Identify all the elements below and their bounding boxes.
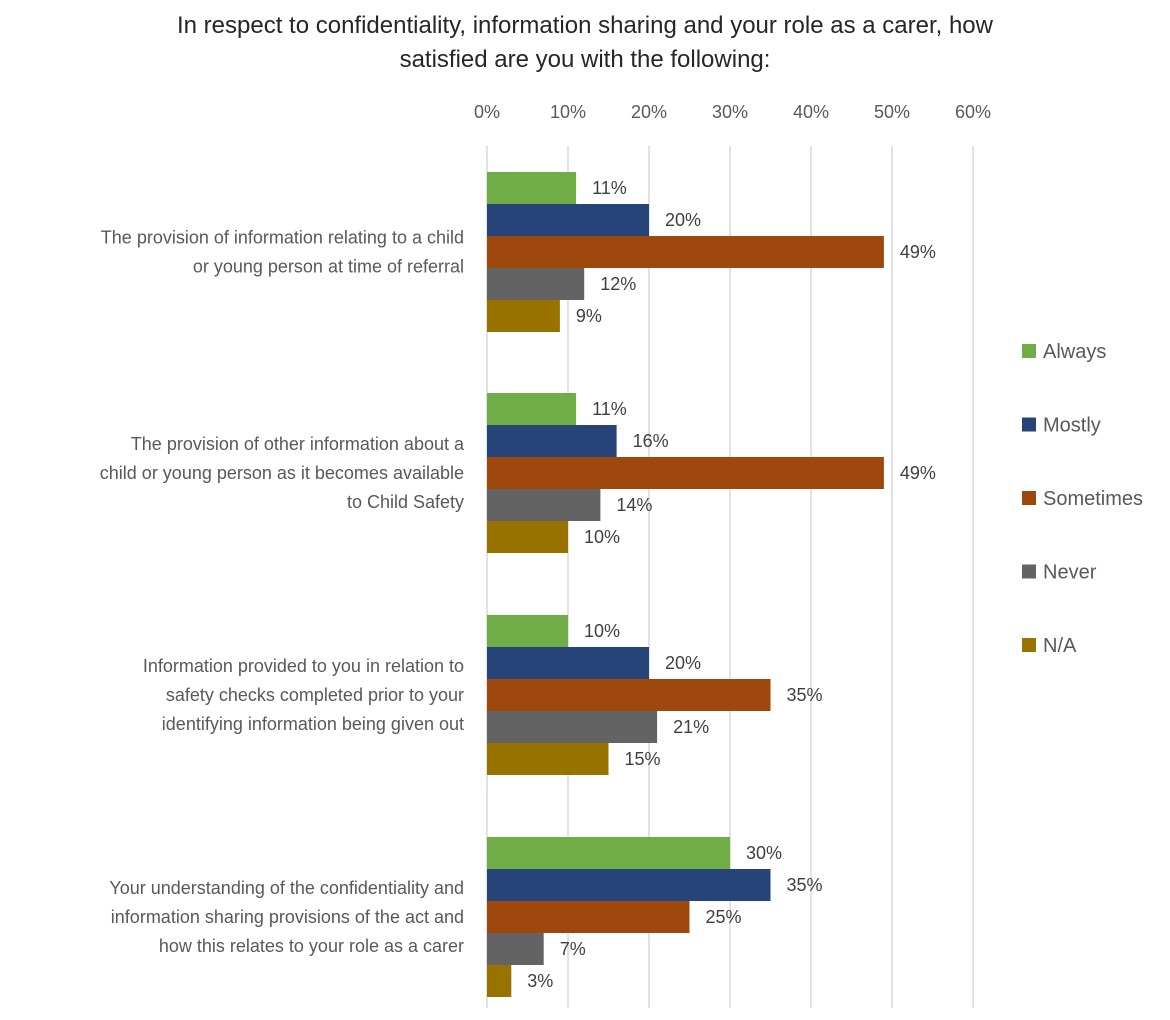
data-label: 49% xyxy=(900,242,936,262)
bar-never xyxy=(487,933,544,965)
category-label: Information provided to you in relation … xyxy=(143,656,464,676)
bar-sometimes xyxy=(487,901,690,933)
data-label: 11% xyxy=(592,399,627,419)
category-label: or young person at time of referral xyxy=(193,257,464,277)
x-tick-label: 20% xyxy=(631,102,667,122)
legend-swatch xyxy=(1022,417,1036,432)
bar-always xyxy=(487,837,730,869)
data-label: 20% xyxy=(665,653,701,673)
category-label: The provision of other information about… xyxy=(131,434,465,454)
bar-never xyxy=(487,489,601,521)
legend-swatch xyxy=(1022,564,1036,579)
legend-label: Always xyxy=(1043,341,1106,363)
bar-na xyxy=(487,743,609,775)
data-label: 35% xyxy=(787,875,823,895)
category-label: how this relates to your role as a carer xyxy=(159,936,464,956)
x-tick-label: 40% xyxy=(793,102,829,122)
bar-always xyxy=(487,615,568,647)
x-tick-label: 60% xyxy=(955,102,991,122)
data-label: 16% xyxy=(633,431,669,451)
category-label: child or young person as it becomes avai… xyxy=(100,463,464,483)
data-label: 11% xyxy=(592,178,627,198)
data-label: 10% xyxy=(584,621,620,641)
category-label: safety checks completed prior to your xyxy=(166,685,464,705)
legend-swatch xyxy=(1022,491,1036,505)
legend-swatch xyxy=(1022,638,1036,652)
data-label: 15% xyxy=(625,749,661,769)
data-label: 7% xyxy=(560,939,586,959)
data-label: 10% xyxy=(584,527,620,547)
bar-never xyxy=(487,268,585,300)
bar-sometimes xyxy=(487,236,884,268)
chart-title-line-1: In respect to confidentiality, informati… xyxy=(177,12,993,39)
bar-na xyxy=(487,965,512,997)
data-label: 49% xyxy=(900,463,936,483)
category-label: identifying information being given out xyxy=(162,714,464,734)
data-label: 35% xyxy=(787,685,823,705)
data-label: 20% xyxy=(665,210,701,230)
bar-mostly xyxy=(487,204,649,236)
bar-sometimes xyxy=(487,457,884,489)
bar-na xyxy=(487,521,568,553)
x-tick-label: 10% xyxy=(550,102,586,122)
category-label: to Child Safety xyxy=(347,492,464,512)
data-label: 14% xyxy=(616,495,652,515)
chart-title-line-2: satisfied are you with the following: xyxy=(399,46,771,73)
bar-mostly xyxy=(487,647,649,679)
bar-always xyxy=(487,172,577,204)
data-label: 9% xyxy=(576,306,602,326)
data-label: 25% xyxy=(706,907,742,927)
data-label: 21% xyxy=(673,717,709,737)
legend-label: Never xyxy=(1043,562,1097,584)
data-label: 30% xyxy=(746,843,782,863)
category-label: Your understanding of the confidentialit… xyxy=(109,878,464,898)
data-label: 12% xyxy=(600,274,636,294)
legend-label: Mostly xyxy=(1043,415,1101,437)
bar-sometimes xyxy=(487,679,771,711)
bar-na xyxy=(487,300,560,332)
legend-label: Sometimes xyxy=(1043,488,1143,510)
bar-mostly xyxy=(487,869,771,901)
x-tick-label: 50% xyxy=(874,102,910,122)
bar-always xyxy=(487,393,577,425)
data-label: 3% xyxy=(527,971,553,991)
legend-swatch xyxy=(1022,344,1036,358)
category-label: information sharing provisions of the ac… xyxy=(111,907,464,927)
x-tick-label: 0% xyxy=(474,102,500,122)
legend-label: N/A xyxy=(1043,635,1077,657)
x-tick-label: 30% xyxy=(712,102,748,122)
category-label: The provision of information relating to… xyxy=(101,228,464,248)
bar-never xyxy=(487,711,658,743)
bar-mostly xyxy=(487,425,617,457)
